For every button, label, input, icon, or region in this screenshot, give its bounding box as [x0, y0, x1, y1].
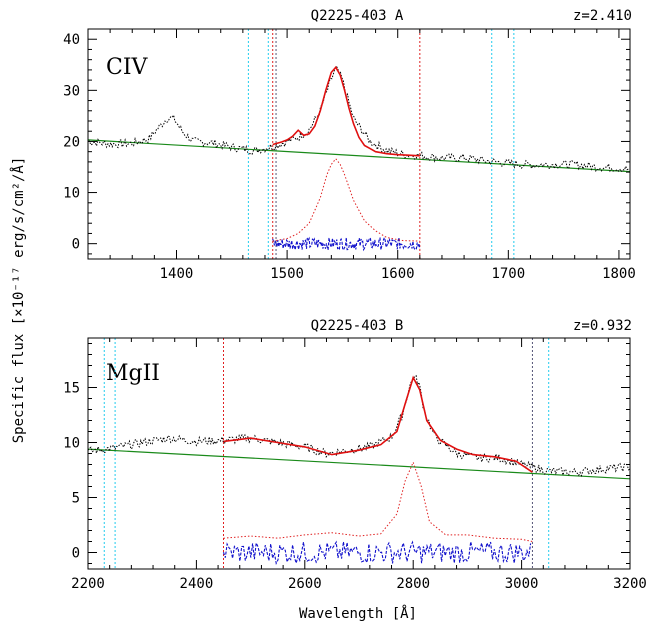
model-fit-line	[272, 65, 420, 157]
broad-component-line	[272, 157, 420, 242]
y-tick-label: 0	[72, 546, 80, 562]
model-fit-line	[223, 375, 533, 473]
redshift-label: z=0.932	[573, 318, 632, 334]
x-tick-label: 1800	[602, 266, 636, 282]
redshift-label: z=2.410	[573, 8, 632, 24]
x-tick-label: 2800	[396, 576, 430, 592]
y-tick-label: 10	[63, 436, 80, 452]
x-tick-label: 2600	[288, 576, 322, 592]
y-tick-label: 15	[63, 381, 80, 397]
continuum-line	[88, 139, 630, 173]
plot-frame	[87, 28, 631, 260]
x-tick-label: 1600	[381, 266, 415, 282]
panel-title: Q2225-403 B	[311, 318, 404, 334]
observed-spectrum	[88, 374, 630, 478]
x-tick-label: 3200	[613, 576, 647, 592]
x-tick-label: 1400	[160, 266, 194, 282]
x-axis-label: Wavelength [Å]	[299, 605, 417, 622]
y-tick-label: 5	[72, 491, 80, 507]
x-tick-label: 2200	[71, 576, 105, 592]
residual-spectrum	[222, 540, 532, 566]
ion-label: MgII	[106, 361, 160, 386]
panel-mgii: Q2225-403 B z=0.932 MgII 2200 2400 2600 280…	[63, 318, 647, 592]
panel-title: Q2225-403 A	[311, 8, 404, 24]
y-tick-label: 0	[72, 237, 80, 253]
broad-component-line	[223, 460, 533, 542]
plot-area	[88, 29, 630, 259]
ion-label: CIV	[106, 55, 149, 80]
residual-spectrum	[272, 236, 421, 252]
x-tick-label: 1500	[270, 266, 304, 282]
plot-area	[88, 338, 630, 569]
x-tick-label: 3000	[505, 576, 539, 592]
x-tick-label: 2400	[180, 576, 214, 592]
panel-civ: Q2225-403 A z=2.410 CIV 1400 1500 1600 1700…	[63, 8, 636, 282]
continuum-line	[88, 448, 630, 480]
y-axis-label: Specific flux [×10⁻¹⁷ erg/s/cm²/Å]	[10, 157, 27, 444]
y-tick-label: 10	[63, 186, 80, 202]
y-tick-label: 40	[63, 32, 80, 48]
x-tick-label: 1700	[491, 266, 525, 282]
y-tick-label: 30	[63, 83, 80, 99]
y-tick-label: 20	[63, 134, 80, 150]
